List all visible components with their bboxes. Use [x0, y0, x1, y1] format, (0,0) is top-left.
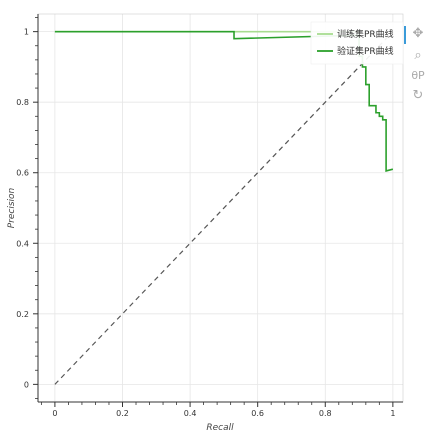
y-tick-label: 0.6 [16, 169, 29, 178]
x-tick-label: 0.8 [319, 409, 332, 418]
x-tick-label: 0 [52, 409, 57, 418]
legend-label: 训练集PR曲线 [337, 28, 394, 40]
axis-ticks: 0 0.2 0.4 0.6 0.8 1 0 0.2 0.4 0.6 0.8 1 [16, 17, 395, 418]
pan-icon[interactable]: ✥ [412, 26, 424, 41]
y-axis-title: Precision [7, 187, 17, 228]
y-tick-label: 0.8 [16, 98, 29, 107]
y-tick-label: 0.4 [16, 239, 29, 248]
y-tick-label: 0.2 [16, 310, 29, 319]
diagonal-reference-line [54, 31, 394, 385]
x-tick-label: 1 [390, 409, 395, 418]
legend-label: 验证集PR曲线 [337, 45, 394, 57]
save-icon[interactable]: θP [411, 69, 425, 82]
active-tool-indicator [404, 26, 406, 44]
reset-icon[interactable]: ↻ [412, 88, 424, 103]
chart-toolbar: ✥ ⌕ θP ↻ [404, 12, 428, 103]
plot-area-background [38, 14, 403, 402]
x-axis-title: Recall [206, 423, 234, 433]
y-tick-label: 1 [24, 28, 29, 37]
y-tick-label: 0 [24, 380, 29, 389]
x-tick-label: 0.6 [251, 409, 264, 418]
box-zoom-icon[interactable]: ⌕ [414, 48, 422, 63]
x-tick-label: 0.2 [116, 409, 129, 418]
x-tick-label: 0.4 [184, 409, 197, 418]
legend-box [310, 21, 404, 65]
